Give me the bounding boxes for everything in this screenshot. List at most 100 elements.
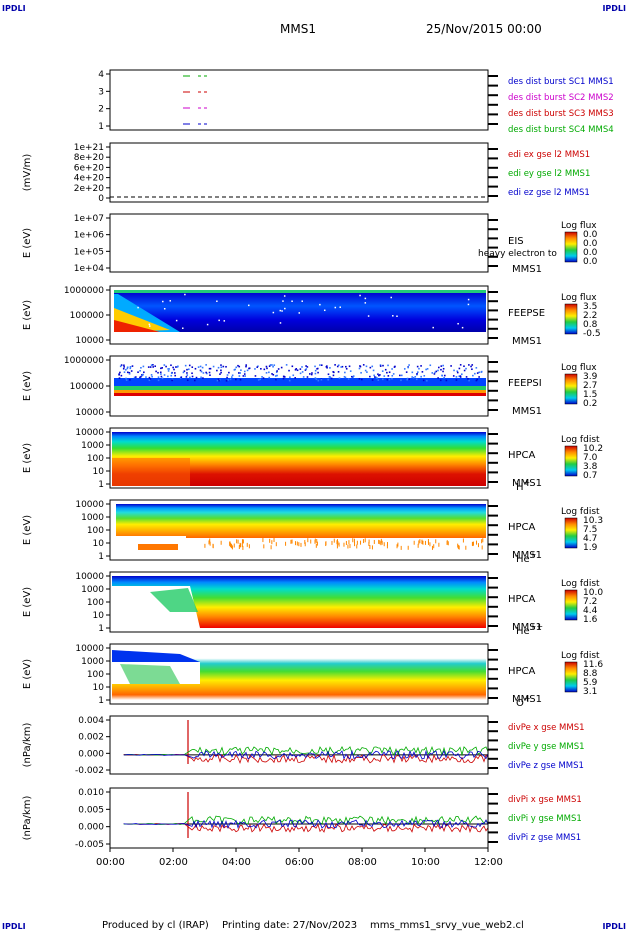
feepsi-dot [159,371,162,374]
feepsi-dot [382,364,384,367]
y-tick-label: 2e+20 [74,184,105,194]
hpca-he-spike [383,542,385,547]
feepsi-dot [332,374,335,377]
legend-entry: des dist burst SC1 MMS1 [508,77,614,87]
y-tick-label: 100000 [70,382,105,392]
feepsi-dot [378,374,380,377]
feepse-speck [169,300,172,302]
feepsi-dot [456,371,459,374]
hpca-he-spike [465,545,467,550]
y-tick-label: 1000000 [64,286,104,296]
feepsi-dot [317,379,320,382]
feepsi-dot [301,366,303,368]
feepsi-dot [305,365,307,367]
feepsi-dot [222,365,225,368]
feepsi-dot [200,376,202,379]
y-tick-label: 1000 [81,513,104,523]
y-axis-label: (nPa/km) [22,796,33,841]
feepsi-dot [122,367,125,370]
feepsi-dot [369,366,372,369]
colorbar-tick: 4.7 [583,534,597,544]
hpca-he-spike [263,544,265,549]
hpca-he-spike [300,542,302,547]
hpca-he-spike [209,541,211,546]
feepsi-dot [431,372,434,374]
feepsi-dot [375,376,377,379]
hpca-he-spike [336,540,338,545]
y-axis-label: E (eV) [22,659,33,689]
feepsi-dot [345,367,348,370]
feepsi-dot [231,374,234,377]
feepse-speck [223,320,226,322]
feepsi-dot [341,365,344,368]
feepsi-dot [442,370,444,373]
series-line [123,749,489,760]
feepsi-dot [423,374,426,377]
hpca-he-spike [433,544,435,549]
feepsi-dot [206,372,208,375]
y-tick-label: 10000 [75,408,104,418]
spacecraft-label: MMS1 [512,264,542,275]
colorbar [564,517,578,549]
feepsi-dot [133,376,136,379]
feepsi-dot [243,373,246,375]
feepsi-dot [208,367,211,370]
instrument-label: HPCA [508,666,536,677]
feepsi-dot [239,372,242,374]
series-line [123,746,489,757]
feepsi-dot [400,374,403,377]
feepsi-dot [443,374,446,377]
y-tick-label: 1000000 [64,356,104,366]
hpca-he-spike [230,543,232,548]
feepsi-dot [416,365,419,368]
colorbar-tick: 10.3 [583,516,603,526]
colorbar-tick: 10.2 [583,444,603,454]
y-tick-label: 1 [98,552,104,562]
feepsi-dot [257,379,260,381]
feepsi-dot [314,365,316,368]
feepsi-dot [120,374,123,377]
feepsi-dot [276,370,278,372]
hpca-he-spike [352,538,354,543]
hpca-he-spike [208,540,210,545]
feepsi-dot [288,369,290,372]
feepsi-dot [352,376,354,379]
feepsi-dot [219,373,221,375]
feepsi-dot [230,376,233,378]
feepsi-dot [450,365,452,367]
footer-produced-by: Produced by cl (IRAP) [102,920,209,931]
hpca-he-spike [418,540,420,545]
feepsi-dot [306,376,309,378]
feepsi-dot [387,375,390,377]
feepsi-dot [171,378,174,381]
feepsi-dot [371,365,374,368]
hpca-he-spike [472,541,474,546]
x-tick-label: 00:00 [96,857,125,868]
feepsi-dot [379,364,382,366]
spacecraft-label: MMS1 [512,622,542,633]
colorbar-tick: 3.8 [583,462,598,472]
feepsi-dot [199,369,202,372]
colorbar-tick: 1.5 [583,390,597,400]
feepsi-dot [470,365,472,368]
feepsi-dot [129,378,131,381]
feepsi-dot [161,367,164,369]
feepsi-dot [160,367,162,370]
feepsi-dot [358,377,361,380]
feepsi-dot [381,378,384,381]
feepsi-dot [365,365,368,368]
feepsi-dot [459,375,462,377]
feepsi-dot [399,374,401,377]
feepsi-dot [125,377,127,380]
feepsi-dot [274,375,277,377]
feepsi-dot [416,371,419,373]
feepsi-band [114,378,486,386]
feepsi-dot [408,378,410,380]
hpca-he-spike [241,542,243,547]
feepsi-orange [114,390,486,393]
legend-entry: divPi y gse MMS1 [508,814,582,824]
hpca-he-spike [248,544,250,549]
